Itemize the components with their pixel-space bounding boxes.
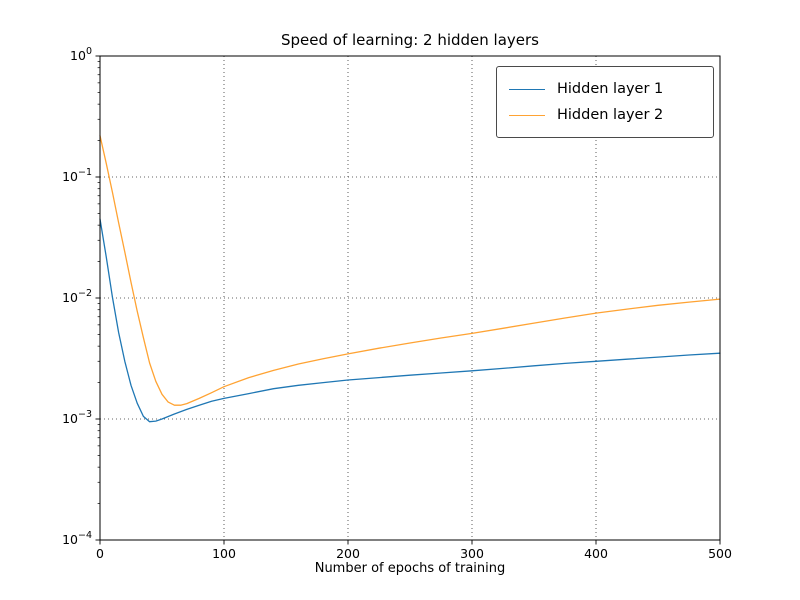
svg-text:300: 300 [460, 546, 484, 561]
svg-text:500: 500 [708, 546, 732, 561]
x-axis-label: Number of epochs of training [314, 561, 506, 576]
svg-text:0: 0 [96, 546, 104, 561]
legend-item-hidden-layer-2: Hidden layer 2 [509, 102, 703, 128]
svg-text:100: 100 [70, 46, 92, 63]
svg-text:10−4: 10−4 [62, 530, 92, 547]
svg-text:10−3: 10−3 [62, 409, 92, 426]
svg-text:400: 400 [584, 546, 608, 561]
legend-label-series-2: Hidden layer 2 [557, 107, 664, 123]
svg-text:10−1: 10−1 [62, 167, 92, 184]
legend-label-series-1: Hidden layer 1 [557, 81, 664, 97]
legend-item-hidden-layer-1: Hidden layer 1 [509, 76, 703, 102]
svg-text:100: 100 [212, 546, 236, 561]
svg-text:10−2: 10−2 [62, 288, 92, 305]
legend-line-sample-series-2 [509, 114, 545, 116]
chart-title: Speed of learning: 2 hidden layers [280, 31, 539, 49]
svg-text:200: 200 [336, 546, 360, 561]
legend: Hidden layer 1 Hidden layer 2 [496, 66, 714, 138]
legend-line-sample-series-1 [509, 88, 545, 90]
